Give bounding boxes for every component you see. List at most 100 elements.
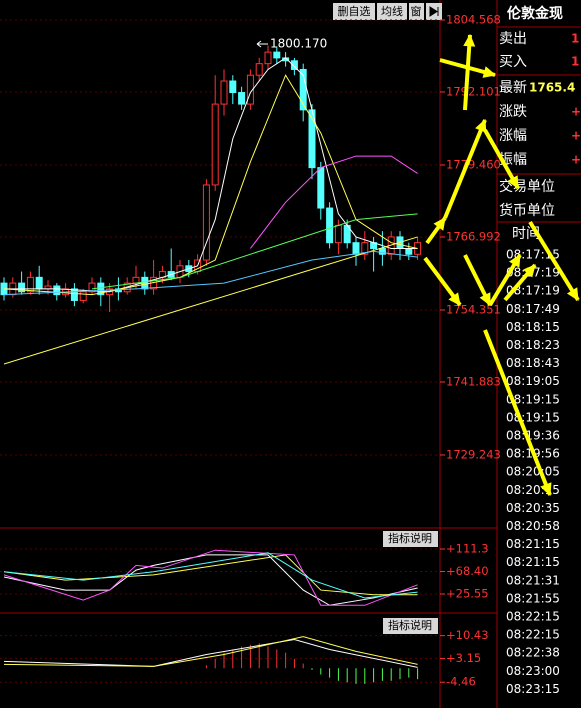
- candle-body: [18, 282, 26, 293]
- peak-pointer: [256, 40, 262, 48]
- quote-value: 1: [571, 32, 579, 46]
- toolbar-label: 窗: [411, 4, 422, 18]
- trade-time: 08:23:15: [506, 682, 560, 696]
- trade-time: 08:19:15: [506, 410, 560, 424]
- y-tick-label: +111.3: [446, 541, 489, 555]
- quote-label: 卖出: [499, 31, 527, 47]
- candle-body: [299, 68, 307, 111]
- candle-body: [238, 92, 246, 105]
- trade-time: 08:22:15: [506, 610, 560, 624]
- candle-body: [246, 74, 254, 105]
- arrow-head: [482, 66, 497, 78]
- trade-time: 08:17:19: [506, 284, 560, 298]
- trade-time: 08:20:58: [506, 519, 560, 533]
- candle-body: [290, 60, 298, 70]
- indicator-line: [3, 549, 418, 606]
- arrow-head: [566, 287, 579, 301]
- y-tick-label: 1729.243: [446, 447, 501, 461]
- candle-body: [317, 167, 325, 209]
- toolbar-label: 删自选: [338, 5, 371, 18]
- indicator-button-label: 指标说明: [388, 618, 432, 632]
- trade-time: 08:21:31: [506, 573, 560, 587]
- unit-label: 货币单位: [499, 202, 555, 219]
- quote-value: +0.1: [571, 129, 581, 143]
- toolbar-label: 均线: [381, 4, 403, 18]
- trade-time: 08:19:15: [506, 392, 560, 406]
- y-tick-label: 1766.992: [446, 229, 501, 243]
- candle-body: [229, 80, 237, 94]
- trade-time: 08:18:43: [506, 356, 560, 370]
- candle-body: [202, 184, 210, 261]
- candle-body: [26, 276, 34, 293]
- indicator-button[interactable]: [383, 531, 438, 547]
- candle-body: [220, 80, 228, 105]
- trade-time: 08:23:00: [506, 664, 560, 678]
- trade-time: 08:19:05: [506, 374, 560, 388]
- indicator-button[interactable]: [383, 618, 438, 634]
- indicator-button-label: 指标说明: [388, 531, 432, 545]
- toolbar-button[interactable]: [409, 3, 424, 20]
- candle-body: [211, 103, 219, 186]
- y-tick-label: -4.46: [446, 675, 476, 689]
- candle-body: [132, 276, 140, 284]
- moving-average: [3, 74, 418, 296]
- candle-body: [70, 288, 78, 301]
- unit-label: 交易单位: [499, 178, 555, 195]
- candle-body: [88, 282, 96, 293]
- quote-value: 1: [571, 55, 579, 69]
- peak-label: 1800.170: [270, 37, 327, 51]
- trade-time: 08:18:23: [506, 338, 560, 352]
- arrow-shaft: [528, 220, 580, 302]
- y-tick-label: +10.43: [446, 628, 489, 642]
- trade-time: 08:17:49: [506, 302, 560, 316]
- y-tick-label: 1804.568: [446, 12, 501, 26]
- moving-average: [3, 250, 418, 296]
- y-tick-label: 1779.460: [446, 157, 501, 171]
- moving-average: [3, 236, 418, 365]
- trade-time: 08:21:15: [506, 555, 560, 569]
- candle-body: [53, 285, 61, 296]
- trade-time: 08:20:05: [506, 465, 560, 479]
- trade-time: 08:22:15: [506, 628, 560, 642]
- arrow-head: [479, 292, 491, 307]
- arrow-shaft: [443, 119, 487, 219]
- candle-body: [361, 242, 369, 255]
- quote-value: +1.7: [571, 105, 581, 119]
- candle-body: [35, 276, 43, 290]
- candle-body: [273, 51, 281, 59]
- candle-body: [405, 247, 413, 255]
- annotation-arrows: [423, 33, 580, 497]
- arrow-head: [475, 118, 487, 133]
- indicator-line: [3, 636, 418, 667]
- trade-time: 08:22:38: [506, 646, 560, 660]
- arrow-head: [540, 482, 552, 497]
- toolbar-button[interactable]: [333, 3, 375, 20]
- y-tick-label: +68.40: [446, 564, 489, 578]
- quote-value: 1765.4: [529, 81, 575, 95]
- toolbar-button[interactable]: [377, 3, 407, 20]
- arrow-shaft: [483, 329, 552, 496]
- candle-body: [334, 224, 342, 244]
- trade-time: 08:20:15: [506, 483, 560, 497]
- arrow-head: [463, 33, 476, 47]
- y-tick-label: 1792.101: [446, 84, 501, 98]
- y-tick-label: 1754.351: [446, 302, 501, 316]
- arrow-head: [509, 254, 521, 268]
- indicator-line: [3, 552, 418, 599]
- moving-average: [4, 57, 418, 293]
- y-tick-label: 1741.883: [446, 374, 501, 388]
- arrow-head: [507, 175, 519, 189]
- candle-body: [378, 247, 386, 255]
- candle-body: [264, 51, 272, 65]
- candle-body: [255, 63, 263, 76]
- quote-label: 涨跌: [499, 104, 527, 120]
- quote-label: 涨幅: [499, 128, 527, 144]
- expand-icon: [429, 6, 439, 17]
- trade-time: 08:21:55: [506, 591, 560, 605]
- candle-body: [326, 207, 334, 244]
- y-tick-label: +3.15: [446, 651, 481, 665]
- arrow-head: [433, 217, 446, 231]
- candle-body: [79, 291, 87, 301]
- trade-time: 08:20:35: [506, 501, 560, 515]
